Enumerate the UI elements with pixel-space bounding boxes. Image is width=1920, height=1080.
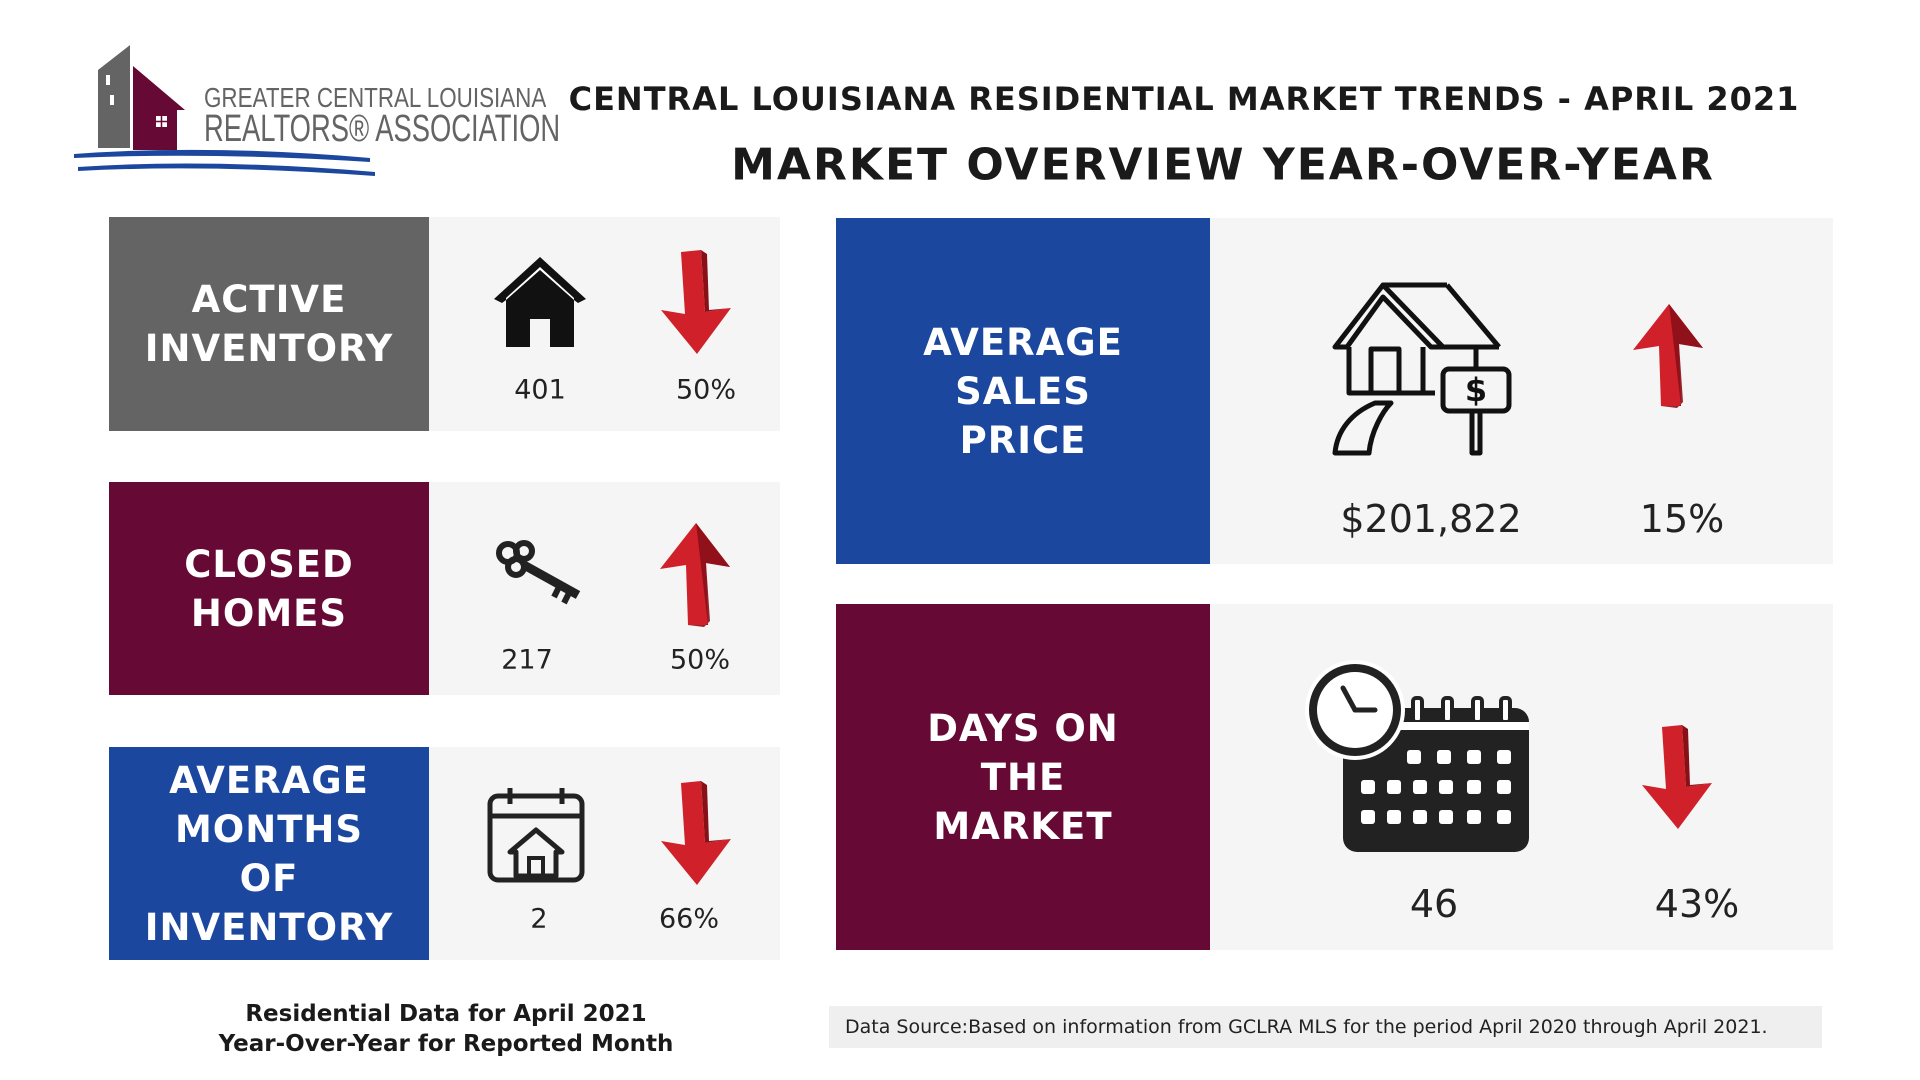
active-inventory-label: ACTIVE INVENTORY <box>109 217 429 431</box>
arrow-up-icon <box>1633 304 1703 408</box>
avg-months-inventory-change: 66% <box>658 903 720 935</box>
key-icon <box>496 540 581 605</box>
data-source-note: Data Source:Based on information from GC… <box>829 1006 1822 1048</box>
active-inventory-change: 50% <box>675 374 737 406</box>
closed-homes-change: 50% <box>669 644 731 676</box>
arrow-down-icon <box>1642 725 1712 829</box>
closed-homes-value: 217 <box>501 644 553 676</box>
house-icon <box>494 257 586 347</box>
avg-sales-price-label: AVERAGE SALES PRICE <box>836 218 1210 564</box>
calendar-house-icon <box>487 788 585 883</box>
active-inventory-value: 401 <box>514 374 566 406</box>
avg-sales-price-panel <box>1210 218 1833 564</box>
closed-homes-label: CLOSED HOMES <box>109 482 429 695</box>
svg-text:$: $ <box>1465 371 1487 409</box>
closed-homes-panel <box>429 482 780 695</box>
logo-line2: REALTORS® ASSOCIATION <box>204 108 561 150</box>
avg-months-inventory-label: AVERAGE MONTHS OF INVENTORY <box>109 747 429 960</box>
logo: GREATER CENTRAL LOUISIANA REALTORS® ASSO… <box>70 40 560 190</box>
logo-line1: GREATER CENTRAL LOUISIANA <box>204 82 547 113</box>
days-on-market-change: 43% <box>1654 882 1740 926</box>
active-inventory-panel <box>429 217 780 431</box>
page-subtitle: MARKET OVERVIEW YEAR-OVER-YEAR <box>731 139 1715 191</box>
arrow-up-icon <box>660 523 730 627</box>
days-on-market-label: DAYS ON THE MARKET <box>836 604 1210 950</box>
clock-calendar-icon <box>1305 660 1529 852</box>
avg-sales-price-change: 15% <box>1639 497 1725 541</box>
arrow-down-icon <box>661 250 731 354</box>
house-for-sale-icon: $ <box>1332 282 1512 456</box>
arrow-down-icon <box>661 781 731 885</box>
footer-line2: Year-Over-Year for Reported Month <box>218 1031 674 1057</box>
avg-months-inventory-value: 2 <box>530 903 548 935</box>
days-on-market-value: 46 <box>1409 882 1459 926</box>
footer-line1: Residential Data for April 2021 <box>245 1001 647 1027</box>
page-title: CENTRAL LOUISIANA RESIDENTIAL MARKET TRE… <box>568 80 1800 118</box>
avg-sales-price-value: $201,822 <box>1340 497 1522 541</box>
